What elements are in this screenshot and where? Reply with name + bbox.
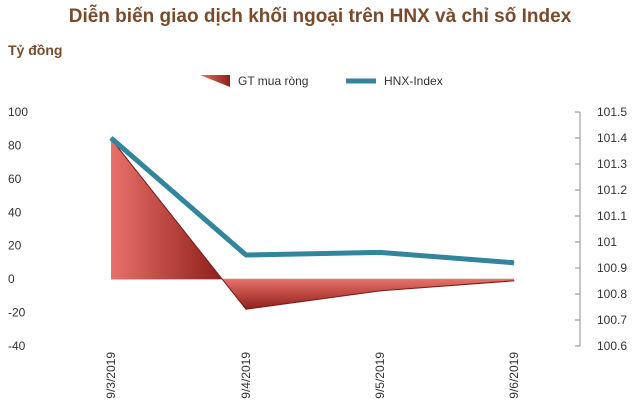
hnx-index-point xyxy=(379,251,381,253)
y-right-tick-label: 101.5 xyxy=(597,105,627,119)
legend-label-net-buy: GT mua ròng xyxy=(238,74,309,88)
y-right-tick-label: 101 xyxy=(597,235,617,249)
hnx-index-line xyxy=(109,136,515,266)
y-left-tick-label: 20 xyxy=(8,239,22,253)
y-right-tick-label: 101.4 xyxy=(597,131,627,145)
legend-label-hnx-index: HNX-Index xyxy=(384,74,443,88)
y-right-tick-label: 100.8 xyxy=(597,287,627,301)
y-left-axis-label: Tỷ đồng xyxy=(8,42,63,58)
y-left-tick-label: 80 xyxy=(8,138,22,152)
x-tick-label: 9/3/2019 xyxy=(104,352,118,399)
y-right-tick-label: 101.2 xyxy=(597,183,627,197)
area-data-point xyxy=(245,308,247,310)
y-left-tick-label: 100 xyxy=(8,105,28,119)
hnx-index-point xyxy=(245,254,247,256)
y-right-tick-label: 100.6 xyxy=(597,339,627,353)
y-left-tick-label: 60 xyxy=(8,172,22,186)
y-right-tick-label: 101.1 xyxy=(597,209,627,223)
y-left-tick-label: 40 xyxy=(8,205,22,219)
legend-swatch-hnx-index xyxy=(346,78,376,84)
x-tick-label: 9/5/2019 xyxy=(373,352,387,399)
legend-item-hnx-index: HNX-Index xyxy=(346,73,443,89)
area-negative-segment xyxy=(222,279,515,310)
y-left-tick-label: 0 xyxy=(8,272,15,286)
hnx-index-point xyxy=(513,262,515,264)
y-right-tick-label: 100.9 xyxy=(597,261,627,275)
y-left-tick-label: -40 xyxy=(8,339,26,353)
x-tick-label: 9/6/2019 xyxy=(507,352,521,399)
legend: GT mua ròng HNX-Index xyxy=(0,73,640,93)
hnx-index-point xyxy=(110,137,112,139)
legend-swatch-net-buy xyxy=(200,75,230,87)
area-data-point xyxy=(379,290,381,292)
chart-title: Diễn biến giao dịch khối ngoại trên HNX … xyxy=(68,6,572,27)
y-left-tick-label: -20 xyxy=(8,306,26,320)
y-right-tick-label: 101.3 xyxy=(597,157,627,171)
area-outline xyxy=(110,138,515,310)
area-data-point xyxy=(513,280,515,282)
y-right-tick-label: 100.7 xyxy=(597,313,627,327)
legend-item-net-buy: GT mua ròng xyxy=(200,73,308,89)
x-tick-label: 9/4/2019 xyxy=(239,352,253,399)
